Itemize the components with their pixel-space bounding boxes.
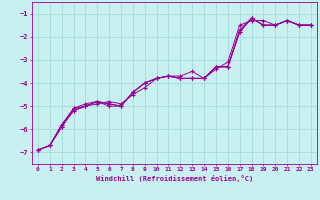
X-axis label: Windchill (Refroidissement éolien,°C): Windchill (Refroidissement éolien,°C) [96, 175, 253, 182]
